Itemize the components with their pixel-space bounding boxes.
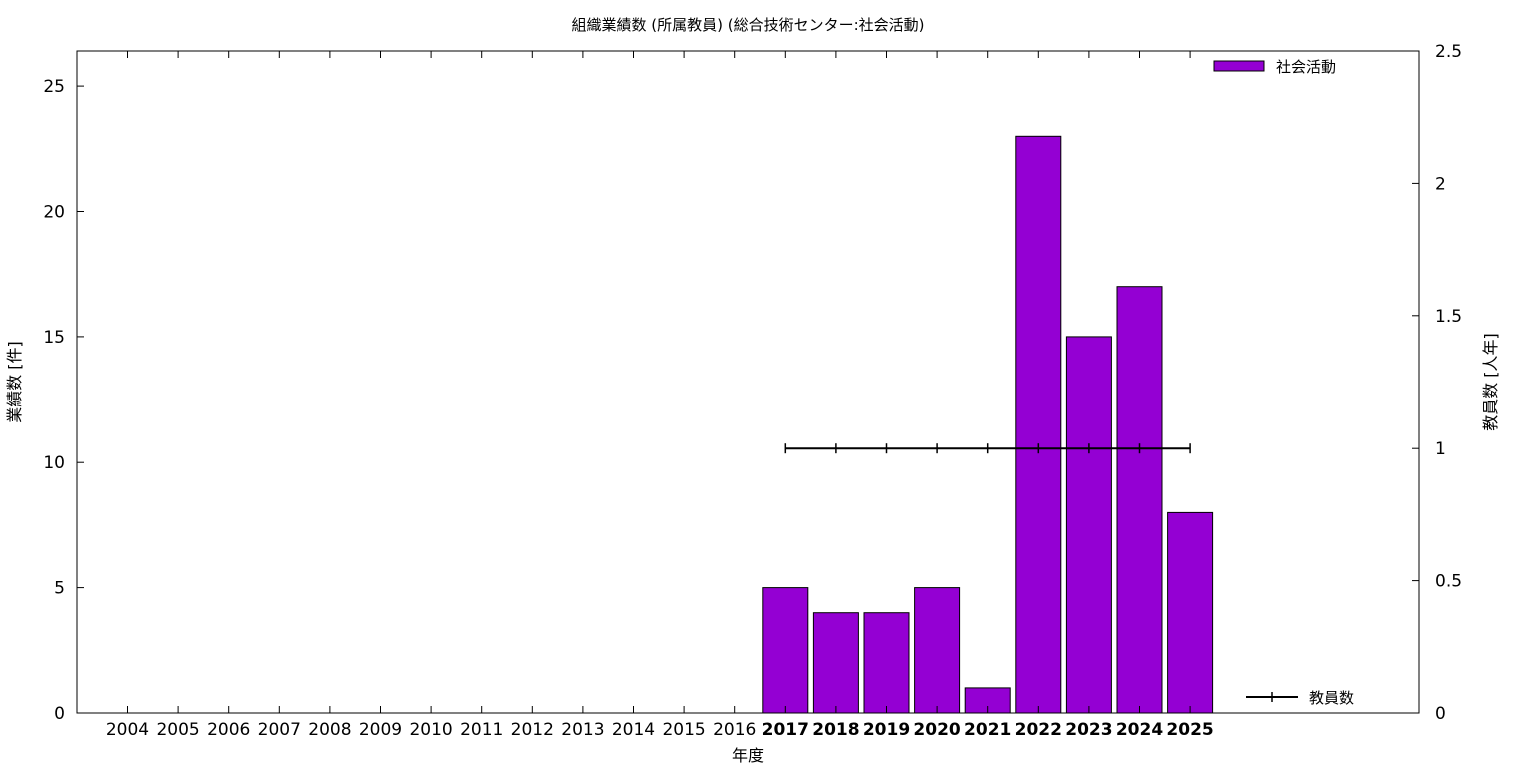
x-tick-label: 2005 xyxy=(156,720,199,740)
x-tick-label: 2019 xyxy=(863,720,910,740)
x-tick-label: 2020 xyxy=(913,720,960,740)
y2-tick-label: 1 xyxy=(1435,439,1446,459)
y-tick-label: 0 xyxy=(54,704,65,724)
x-tick-label: 2015 xyxy=(662,720,705,740)
y2-tick-label: 2.5 xyxy=(1435,42,1462,62)
x-tick-label: 2010 xyxy=(409,720,452,740)
y-axis-right: 0 0.5 1 1.5 2 2.5 xyxy=(1412,42,1462,724)
x-tick-label: 2012 xyxy=(511,720,554,740)
y-tick-label: 10 xyxy=(43,453,65,473)
y-tick-label: 5 xyxy=(54,579,65,599)
x-tick-label: 2014 xyxy=(612,720,655,740)
y-axis-left: 0 5 10 15 20 25 xyxy=(43,77,84,724)
y2-tick-label: 2 xyxy=(1435,174,1446,194)
x-tick-label: 2018 xyxy=(812,720,859,740)
x-tick-label: 2007 xyxy=(258,720,301,740)
bar-2022 xyxy=(1015,135,1062,714)
legend-swatch-bar xyxy=(1213,60,1265,72)
y-tick-label: 20 xyxy=(43,203,65,223)
x-tick-label: 2009 xyxy=(359,720,402,740)
y-tick-label: 15 xyxy=(43,328,65,348)
y2-tick-label: 1.5 xyxy=(1435,307,1462,327)
plot-frame xyxy=(76,50,1420,714)
bar-2024 xyxy=(1116,286,1163,714)
x-tick-label: 2022 xyxy=(1015,720,1062,740)
x-tick-label: 2024 xyxy=(1116,720,1163,740)
bar-2018 xyxy=(812,612,859,714)
y2-tick-label: 0.5 xyxy=(1435,572,1462,592)
x-tick-label: 2025 xyxy=(1166,720,1213,740)
x-tick-label: 2011 xyxy=(460,720,503,740)
x-tick-label: 2008 xyxy=(308,720,351,740)
y2-axis-label: 教員数 [人年] xyxy=(1481,333,1500,431)
legend-label-line: 教員数 xyxy=(1309,689,1354,707)
bar-2020 xyxy=(914,587,961,714)
legend: 社会活動 教員数 xyxy=(1213,58,1354,707)
legend-label-bar: 社会活動 xyxy=(1276,58,1336,76)
y-axis-label: 業績数 [件] xyxy=(5,341,24,423)
y-tick-label: 25 xyxy=(43,77,65,97)
x-tick-label: 2021 xyxy=(964,720,1011,740)
x-tick-label: 2006 xyxy=(207,720,250,740)
x-axis: 2004 2005 2006 2007 2008 2009 2010 2011 2012 2013… xyxy=(106,51,1214,740)
x-tick-label: 2016 xyxy=(713,720,756,740)
line-series xyxy=(784,443,1191,454)
x-tick-label: 2013 xyxy=(561,720,604,740)
bar-2019 xyxy=(863,612,910,714)
bar-2025 xyxy=(1167,511,1214,714)
x-tick-label: 2017 xyxy=(762,720,809,740)
bar-series xyxy=(762,135,1214,714)
chart-title: 組織業績数 (所属教員) (総合技術センター:社会活動) xyxy=(571,16,924,34)
y2-tick-label: 0 xyxy=(1435,704,1446,724)
x-tick-label: 2023 xyxy=(1065,720,1112,740)
x-axis-label: 年度 xyxy=(732,746,764,765)
x-tick-label: 2004 xyxy=(106,720,149,740)
bar-2023 xyxy=(1065,336,1112,714)
bar-2017 xyxy=(762,587,809,714)
